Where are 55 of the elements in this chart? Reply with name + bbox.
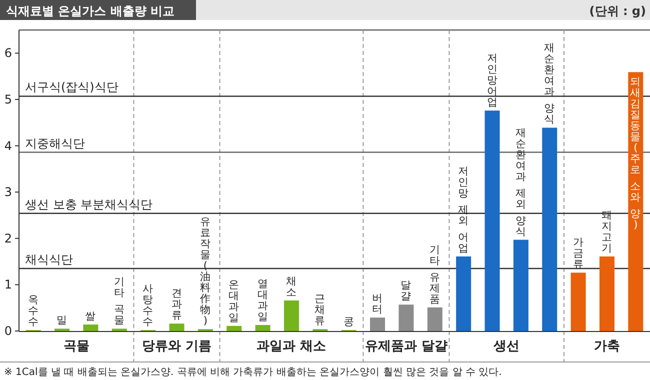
x-tick-label: 채소 [286, 275, 297, 298]
category-label: 되새김질동물(주로 소와 양) [630, 76, 642, 232]
bar [370, 318, 386, 331]
x-tick-label: 기타 곡물 [114, 276, 125, 327]
bar [542, 128, 558, 331]
x-tick-label: 온대과일 [228, 278, 240, 324]
text: 유제품과 달걀 [364, 339, 448, 354]
y-axis-title: (단위 : g) [589, 4, 646, 18]
bar [456, 256, 472, 331]
bar [398, 304, 414, 331]
bar [570, 272, 586, 331]
y-tick-label: 1 [4, 278, 12, 292]
bar [226, 326, 242, 331]
text: ※ 1Cal를 낼 때 배출되는 온실가스양. 곡류에 비해 가축류가 배출하는 온실가스양이 훨씬 많은 것을 알 수 있다. [4, 367, 502, 378]
bar [255, 324, 270, 331]
bar [484, 110, 500, 331]
y-tick-label: 4 [4, 138, 12, 153]
bar [83, 324, 98, 331]
x-tick-label: 콩 [343, 316, 354, 328]
y-tick-label: 6 [4, 46, 12, 60]
x-tick-label: 열대과일 [257, 278, 268, 323]
x-tick-label: 재순환여과 양식 [544, 42, 556, 126]
ref-line-label: 서구식(잡식)식단 [25, 80, 118, 94]
x-tick-label: 쌀 [85, 310, 96, 323]
bar [599, 256, 614, 331]
x-tick-label: 기타 유제품 [429, 244, 440, 306]
y-tick-label: 2 [4, 231, 12, 246]
bar [284, 300, 299, 331]
x-tick-label: 밀 [56, 314, 68, 327]
x-tick-label: 근채류 [314, 293, 326, 328]
x-tick-label: 버터 [372, 292, 384, 316]
text: 당류와 기름 [142, 339, 212, 354]
x-tick-label: 저인망 제외 어업 [458, 165, 470, 254]
text: 생선 [492, 339, 520, 354]
y-tick-label: 5 [4, 92, 12, 106]
ref-line-label: 생선 보충 부분채식식단 [25, 197, 153, 212]
x-tick-label: 가금류 [572, 236, 584, 271]
ref-line-label: 지중해식단 [25, 136, 85, 150]
text: 가축 [594, 339, 620, 354]
x-tick-label: 저인망어업 [486, 52, 498, 109]
bar [169, 324, 184, 331]
bar [513, 240, 528, 331]
bar [427, 307, 442, 331]
x-tick-label: 견과류 [171, 288, 182, 322]
y-tick-label: 3 [4, 185, 12, 200]
x-tick-label: 달걀 [400, 280, 412, 303]
chart-title: 식재료별 온실가스 배출량 비교 [6, 4, 175, 18]
text: 곡물 [63, 339, 90, 354]
category-label: 재순환여과 제외 양식 [515, 126, 526, 238]
y-tick-label: 0 [4, 324, 12, 338]
category-label: 유료작물(油料作物) [200, 216, 211, 328]
x-tick-label: 사탕수수 [142, 283, 154, 328]
x-tick-label: 옥수수 [28, 294, 39, 328]
ref-line-label: 채식식단 [25, 252, 73, 266]
text: 과일과 채소 [256, 339, 326, 354]
